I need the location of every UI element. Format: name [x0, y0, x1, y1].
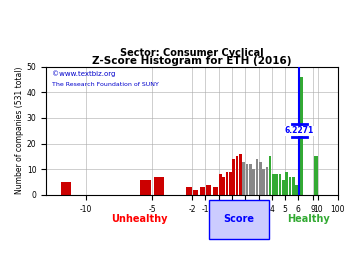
- Bar: [269, 156, 271, 195]
- Bar: [259, 161, 261, 195]
- Bar: [154, 177, 165, 195]
- Bar: [193, 190, 198, 195]
- Bar: [61, 182, 72, 195]
- Bar: [246, 164, 248, 195]
- Bar: [285, 172, 288, 195]
- Bar: [226, 172, 228, 195]
- Bar: [262, 169, 265, 195]
- Bar: [299, 77, 303, 195]
- Y-axis label: Number of companies (531 total): Number of companies (531 total): [15, 67, 24, 194]
- Bar: [314, 156, 318, 195]
- Bar: [186, 187, 192, 195]
- Bar: [279, 174, 282, 195]
- Text: 6.2271: 6.2271: [285, 126, 314, 135]
- Text: Sector: Consumer Cyclical: Sector: Consumer Cyclical: [120, 48, 264, 58]
- Text: Unhealthy: Unhealthy: [111, 214, 167, 224]
- Bar: [295, 185, 298, 195]
- Bar: [256, 159, 258, 195]
- Bar: [292, 177, 295, 195]
- Text: The Research Foundation of SUNY: The Research Foundation of SUNY: [52, 82, 159, 87]
- Bar: [249, 164, 252, 195]
- Bar: [272, 174, 275, 195]
- Text: Healthy: Healthy: [287, 214, 330, 224]
- Title: Z-Score Histogram for ETH (2016): Z-Score Histogram for ETH (2016): [93, 56, 292, 66]
- Bar: [239, 154, 242, 195]
- Bar: [289, 177, 291, 195]
- Bar: [232, 159, 235, 195]
- Bar: [219, 174, 222, 195]
- Bar: [242, 161, 245, 195]
- Bar: [275, 174, 278, 195]
- Text: Score: Score: [223, 214, 254, 224]
- Text: ©www.textbiz.org: ©www.textbiz.org: [52, 70, 116, 77]
- Bar: [206, 185, 211, 195]
- Bar: [229, 172, 232, 195]
- Bar: [222, 177, 225, 195]
- Bar: [140, 180, 151, 195]
- Bar: [252, 169, 255, 195]
- Bar: [266, 167, 268, 195]
- Bar: [282, 180, 285, 195]
- Bar: [213, 187, 218, 195]
- Bar: [236, 156, 238, 195]
- Bar: [199, 187, 205, 195]
